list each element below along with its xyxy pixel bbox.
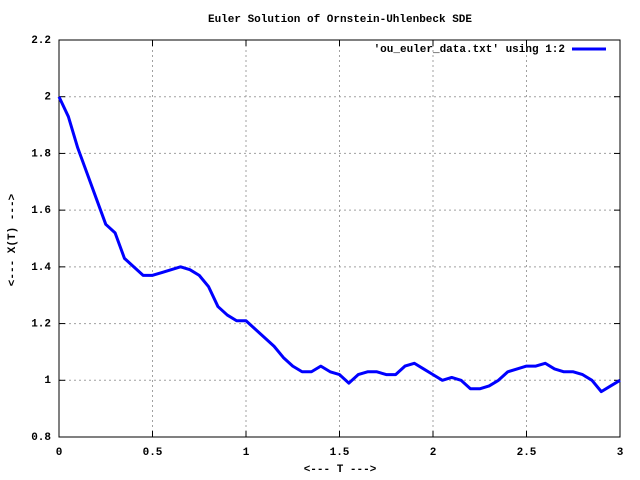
- y-tick-label: 1.8: [31, 148, 51, 160]
- y-axis-label: <--- X(T) --->: [7, 193, 19, 286]
- data-line: [57, 96, 621, 394]
- x-tick-label: 3: [617, 447, 624, 459]
- chart-title: Euler Solution of Ornstein-Uhlenbeck SDE: [208, 14, 472, 26]
- x-tick-label: 2.5: [517, 447, 537, 459]
- x-tick-label: 2: [430, 447, 437, 459]
- x-tick-label: 1: [243, 447, 250, 459]
- y-tick-label: 1.2: [31, 318, 51, 330]
- y-tick-label: 1.4: [31, 262, 51, 274]
- x-tick-label: 0: [56, 447, 63, 459]
- x-tick-label: 0.5: [143, 447, 163, 459]
- x-axis-label: <--- T --->: [304, 464, 377, 476]
- y-tick-label: 2: [44, 92, 51, 104]
- y-tick-label: 2.2: [31, 35, 51, 47]
- plot-border: [58, 39, 621, 438]
- y-tick-label: 1.6: [31, 205, 51, 217]
- y-tick-label: 1: [44, 375, 51, 387]
- x-tick-label: 1.5: [330, 447, 350, 459]
- y-tick-label: 0.8: [31, 432, 51, 444]
- legend-label: 'ou_euler_data.txt' using 1:2: [374, 44, 565, 56]
